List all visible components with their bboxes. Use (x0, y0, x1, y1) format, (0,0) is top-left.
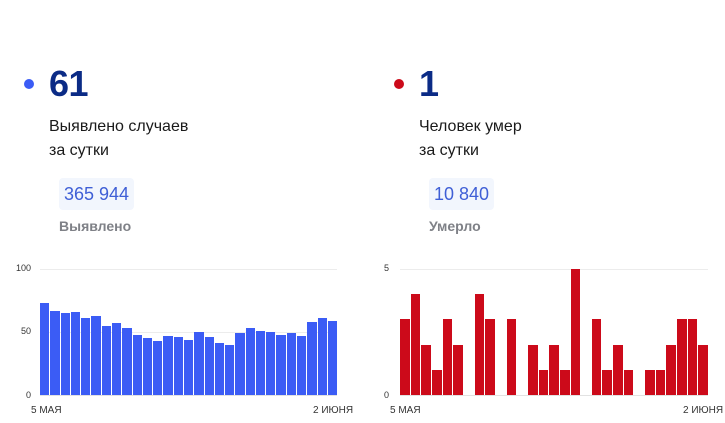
chart-bar (698, 344, 709, 395)
chart-bar (538, 369, 549, 395)
chart-bar (235, 333, 245, 395)
deaths-bars (400, 269, 709, 395)
chart-bar (255, 330, 266, 395)
chart-bar (474, 294, 485, 395)
chart-bar (153, 340, 163, 395)
cases-chart: 100 50 0 5 МАЯ 2 ИЮНЯ (0, 260, 360, 423)
chart-bar (421, 344, 431, 395)
chart-bar (214, 343, 225, 395)
chart-bar (623, 369, 634, 395)
chart-bar (122, 328, 132, 395)
deaths-description-line2: за сутки (419, 142, 479, 159)
chart-bar (286, 333, 297, 395)
chart-bar (570, 269, 581, 395)
cases-baseline (40, 395, 337, 396)
cases-description-line2: за сутки (49, 142, 109, 159)
chart-bar (559, 369, 570, 395)
cases-bars (40, 269, 338, 395)
chart-bar (266, 332, 276, 395)
chart-bar (307, 321, 317, 395)
deaths-daily-value: 1 (419, 63, 439, 104)
cases-ytick-0: 0 (25, 390, 31, 400)
chart-bar (132, 334, 142, 395)
cases-ytick-100: 100 (15, 263, 31, 273)
chart-bar (655, 369, 666, 395)
cases-x-end-label: 2 ИЮНЯ (313, 405, 354, 416)
chart-bar (111, 323, 122, 395)
chart-bar (245, 328, 255, 395)
chart-bar (173, 337, 183, 395)
chart-bar (183, 339, 194, 395)
chart-bar (485, 319, 495, 395)
deaths-panel: 1 Человек умер за сутки 10 840 Умерло 5 … (370, 0, 725, 423)
cases-total-label: Выявлено (59, 218, 132, 234)
chart-bar (506, 319, 517, 395)
deaths-baseline (400, 395, 708, 396)
chart-bar (400, 319, 410, 395)
deaths-x-end-label: 2 ИЮНЯ (683, 405, 724, 416)
chart-bar (225, 344, 235, 395)
chart-bar (591, 319, 602, 395)
deaths-total-label: Умерло (429, 218, 481, 234)
chart-bar (442, 319, 453, 395)
cases-description-line1: Выявлено случаев (49, 118, 189, 135)
chart-bar (645, 369, 655, 395)
chart-bar (317, 318, 327, 395)
chart-bar (194, 332, 204, 395)
cases-gridline-100 (40, 269, 337, 270)
deaths-chart: 5 0 5 МАЯ 2 ИЮНЯ (370, 260, 725, 423)
chart-bar (50, 310, 60, 395)
chart-bar (527, 344, 538, 395)
deaths-dot-icon (394, 79, 404, 89)
chart-bar (677, 319, 687, 395)
deaths-gridline-5 (400, 269, 708, 270)
cases-panel: 61 Выявлено случаев за сутки 365 944 Выя… (0, 0, 360, 423)
chart-bar (142, 338, 153, 395)
chart-bar (204, 337, 214, 395)
chart-bar (276, 334, 286, 395)
chart-bar (60, 313, 70, 395)
deaths-x-start-label: 5 МАЯ (390, 405, 421, 416)
chart-bar (602, 369, 613, 395)
cases-description: Выявлено случаев за сутки (49, 115, 188, 163)
chart-bar (687, 319, 698, 395)
chart-bar (327, 320, 338, 395)
cases-dot-icon (24, 79, 34, 89)
deaths-ytick-5: 5 (383, 263, 389, 273)
cases-gridline-50 (40, 332, 337, 333)
chart-bar (70, 311, 81, 395)
chart-bar (431, 369, 442, 395)
deaths-total-badge: 10 840 (429, 178, 495, 210)
chart-bar (453, 344, 463, 395)
chart-bar (40, 303, 50, 395)
cases-daily-value: 61 (49, 63, 89, 104)
chart-bar (163, 335, 173, 395)
chart-bar (297, 335, 307, 395)
deaths-description: Человек умер за сутки (419, 115, 522, 163)
chart-bar (91, 315, 101, 395)
chart-bar (81, 318, 91, 395)
cases-x-start-label: 5 МАЯ (31, 405, 62, 416)
deaths-ytick-0: 0 (383, 390, 389, 400)
cases-ytick-50: 50 (20, 326, 31, 336)
deaths-description-line1: Человек умер (419, 118, 522, 135)
chart-bar (101, 325, 111, 395)
chart-bar (613, 344, 623, 395)
chart-bar (410, 294, 421, 395)
chart-bar (666, 344, 677, 395)
chart-bar (549, 344, 559, 395)
cases-total-badge: 365 944 (59, 178, 135, 210)
